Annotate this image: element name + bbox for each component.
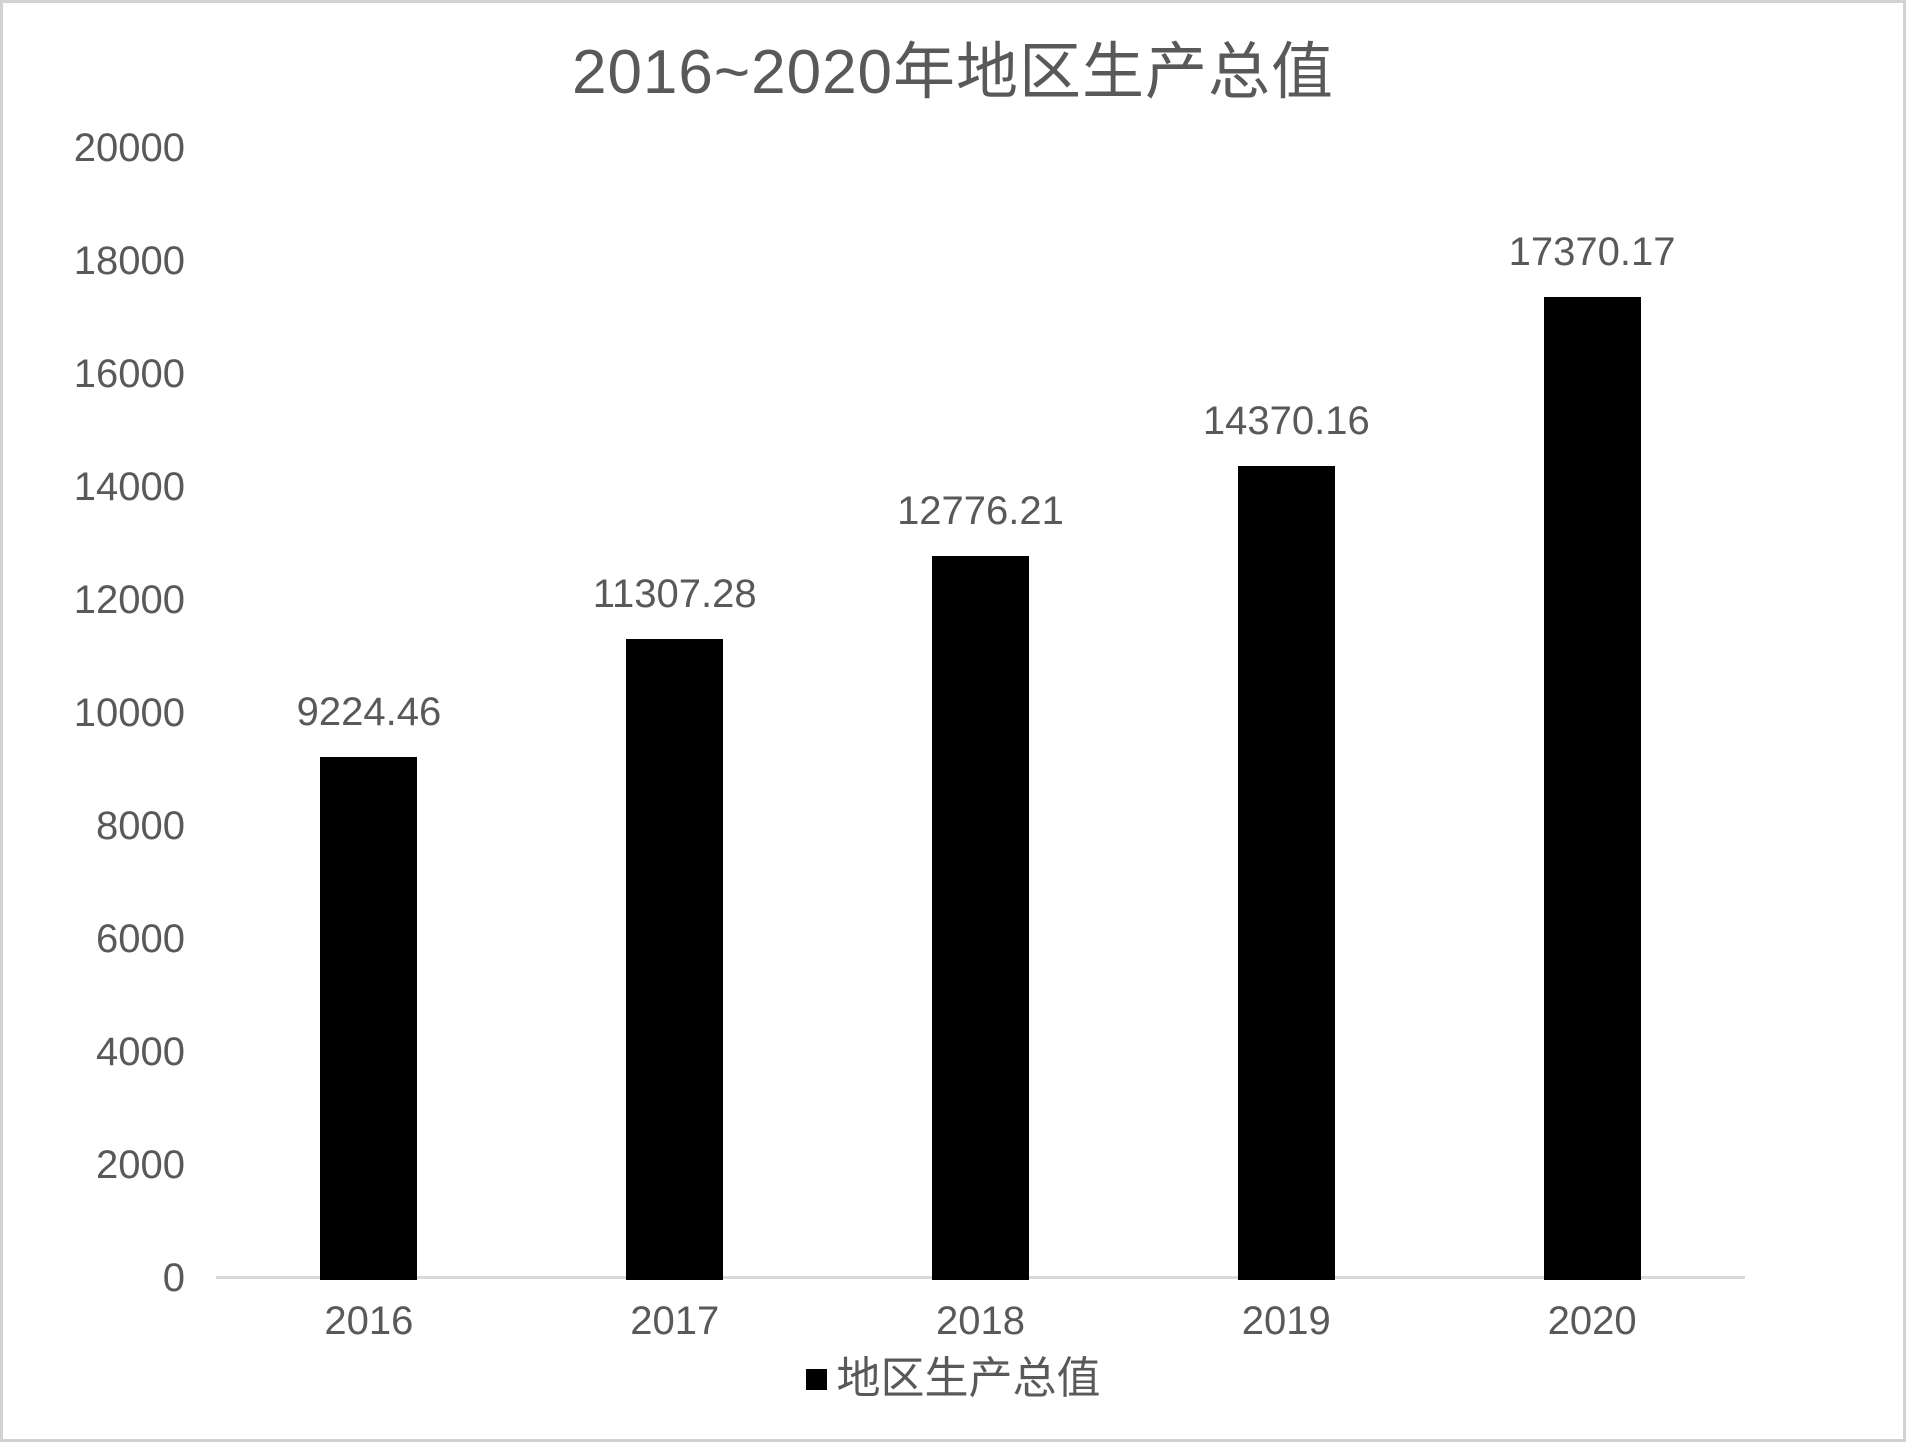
x-axis-tick-label: 2019 <box>1241 1299 1331 1343</box>
y-axis-tick-label: 10000 <box>73 691 185 735</box>
y-axis-tick-label: 12000 <box>73 578 185 622</box>
y-axis-tick-label: 14000 <box>73 465 185 509</box>
y-axis-tick-label: 16000 <box>73 352 185 396</box>
bar <box>320 756 418 1280</box>
y-axis-tick-label: 18000 <box>73 239 185 283</box>
y-axis-tick-label: 2000 <box>96 1143 185 1187</box>
bar-value-label: 12776.21 <box>897 489 1064 534</box>
chart-title: 2016~2020年地区生产总值 <box>571 38 1335 107</box>
y-axis-tick-label: 6000 <box>96 917 185 961</box>
bar <box>932 556 1029 1280</box>
bar <box>626 639 724 1280</box>
x-axis-tick-label: 2017 <box>630 1299 720 1343</box>
legend-label: 地区生产总值 <box>836 1354 1101 1403</box>
y-axis-tick-label: 4000 <box>96 1030 185 1074</box>
bar-value-label: 11307.28 <box>592 572 757 617</box>
y-axis-tick-label: 8000 <box>96 804 185 848</box>
bar-value-label: 17370.17 <box>1508 229 1676 274</box>
y-axis-tick-label: 20000 <box>73 126 185 170</box>
x-axis-tick-label: 2016 <box>324 1299 414 1343</box>
legend: 地区生产总值 <box>3 1353 1903 1405</box>
legend-marker-square-icon <box>805 1368 827 1390</box>
plot-area: 0 2000 4000 6000 8000 10000 12000 14000 16000 180… <box>3 3 1903 1439</box>
y-axis-tick-label: 0 <box>162 1256 185 1300</box>
bar-value-label: 9224.46 <box>296 689 442 734</box>
x-axis-tick-label: 2020 <box>1547 1299 1637 1343</box>
bar-value-label: 14370.16 <box>1202 399 1370 444</box>
bar <box>1543 296 1641 1280</box>
x-axis-tick-label: 2018 <box>936 1299 1025 1343</box>
bar <box>1237 466 1335 1280</box>
